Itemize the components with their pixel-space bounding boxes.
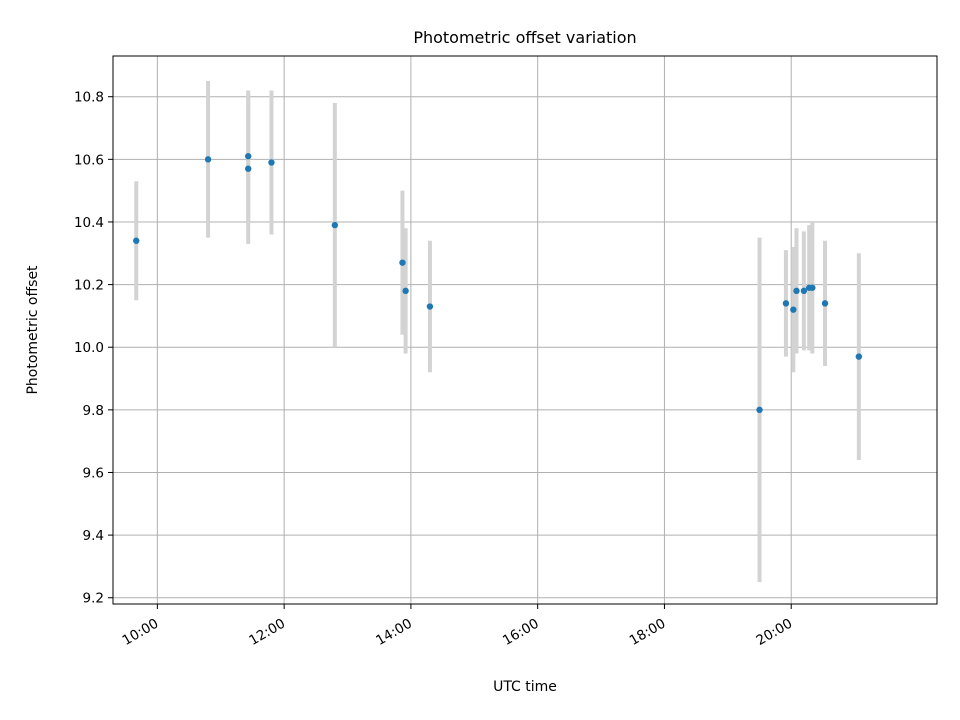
y-tick-label: 9.8 bbox=[83, 403, 104, 419]
y-axis-label: Photometric offset bbox=[25, 265, 41, 395]
data-point bbox=[855, 353, 863, 360]
data-point bbox=[245, 165, 252, 172]
data-point bbox=[133, 237, 140, 244]
y-tick-label: 9.2 bbox=[83, 591, 104, 607]
y-tick-label: 10.2 bbox=[74, 278, 104, 294]
data-point bbox=[790, 306, 797, 313]
y-axis-ticks: 9.2 9.4 9.6 9.8 10.0 10.2 10.4 10.6 10.8 bbox=[74, 90, 113, 607]
data-point bbox=[800, 287, 808, 295]
data-point bbox=[268, 159, 275, 166]
y-tick-label: 9.4 bbox=[83, 528, 104, 544]
data-point bbox=[793, 287, 800, 295]
data-point bbox=[331, 221, 339, 229]
data-point bbox=[756, 406, 763, 414]
x-axis-label: UTC time bbox=[493, 679, 557, 695]
data-point bbox=[245, 153, 252, 160]
y-tick-label: 10.8 bbox=[74, 90, 104, 106]
data-points bbox=[133, 153, 863, 414]
data-point bbox=[782, 300, 790, 307]
y-tick-label: 10.0 bbox=[74, 340, 104, 356]
y-tick-label: 10.6 bbox=[74, 152, 104, 168]
data-point bbox=[399, 259, 406, 266]
data-point bbox=[821, 300, 829, 307]
plot-frame bbox=[112, 55, 938, 605]
data-point bbox=[426, 303, 434, 310]
chart-title: Photometric offset variation bbox=[413, 28, 636, 47]
y-tick-label: 9.6 bbox=[83, 465, 104, 481]
grid-lines bbox=[113, 56, 937, 604]
data-point bbox=[809, 284, 816, 291]
y-tick-label: 10.4 bbox=[74, 215, 104, 231]
data-point bbox=[402, 287, 409, 295]
data-point bbox=[204, 156, 212, 163]
